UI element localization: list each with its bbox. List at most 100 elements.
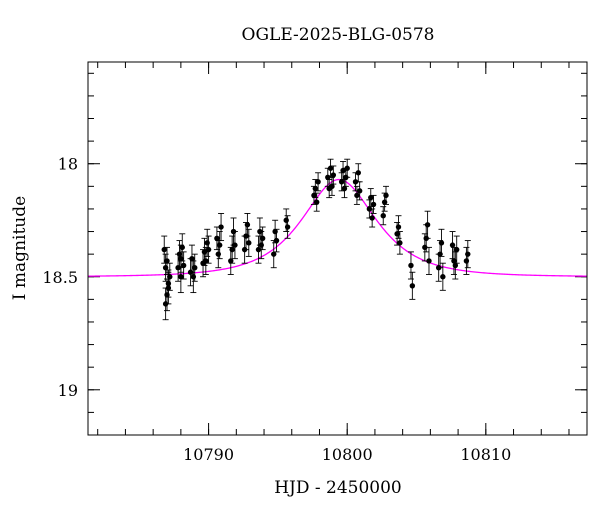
data-point <box>231 231 238 260</box>
point-marker <box>312 185 319 192</box>
point-marker <box>205 246 212 253</box>
point-marker <box>255 246 262 253</box>
data-point <box>218 213 225 242</box>
data-point <box>380 206 387 226</box>
point-marker <box>283 217 289 223</box>
data-point <box>407 251 414 280</box>
data-point <box>353 185 360 205</box>
data-point <box>330 165 337 185</box>
point-marker <box>409 283 416 289</box>
data-point <box>176 240 183 269</box>
model-line <box>87 178 588 277</box>
data-point <box>258 231 265 260</box>
data-point <box>205 235 212 264</box>
data-point <box>180 251 187 280</box>
point-marker <box>161 246 167 253</box>
point-marker <box>179 244 185 251</box>
point-marker <box>232 242 238 248</box>
point-marker <box>165 280 172 287</box>
point-marker <box>203 258 209 264</box>
point-marker <box>463 258 470 264</box>
data-point <box>188 244 195 273</box>
data-point <box>369 208 376 228</box>
data-point <box>179 233 186 262</box>
plot-frame <box>87 61 588 436</box>
model-curve <box>87 178 588 277</box>
point-marker <box>327 165 334 171</box>
data-point <box>452 251 459 280</box>
point-marker <box>424 222 431 228</box>
data-point <box>202 246 209 275</box>
data-point <box>216 231 223 260</box>
data-point <box>396 231 403 255</box>
point-marker <box>438 240 445 246</box>
point-marker <box>341 185 348 192</box>
data-point <box>439 262 446 291</box>
y-tick-label: 19 <box>58 381 78 400</box>
point-marker <box>246 240 252 246</box>
data-point <box>438 228 445 257</box>
point-marker <box>397 240 403 246</box>
data-point <box>213 226 220 251</box>
tick-labels: 10790 10800 10810 18 18.5 19 <box>42 155 511 464</box>
point-marker <box>408 262 414 269</box>
data-point <box>344 158 351 178</box>
data-point <box>229 235 236 264</box>
data-point <box>273 228 280 253</box>
data-point <box>449 231 456 260</box>
y-tick-label: 18 <box>58 155 78 174</box>
data-point <box>315 172 322 192</box>
data-point <box>395 215 402 239</box>
data-point <box>312 179 319 199</box>
point-marker <box>395 224 402 230</box>
point-marker <box>204 240 210 246</box>
data-point <box>370 194 377 214</box>
point-marker <box>314 199 320 205</box>
data-point <box>245 228 252 257</box>
point-marker <box>354 192 360 199</box>
point-marker <box>449 242 456 248</box>
point-marker <box>355 170 361 176</box>
data-point <box>270 240 277 269</box>
point-marker <box>465 251 471 257</box>
point-marker <box>192 265 198 271</box>
data-point <box>425 246 432 275</box>
point-marker <box>338 179 345 185</box>
point-marker <box>329 183 335 190</box>
data-point <box>191 253 198 282</box>
y-axis-label: I magnitude <box>10 196 30 300</box>
point-marker <box>218 224 224 230</box>
point-marker <box>440 274 446 280</box>
point-marker <box>284 224 291 230</box>
data-point <box>453 235 460 264</box>
point-marker <box>259 235 266 242</box>
data-point <box>424 210 431 239</box>
point-marker <box>368 194 374 201</box>
point-marker <box>340 167 346 174</box>
point-marker <box>315 179 321 185</box>
y-tick-label: 18.5 <box>42 268 78 287</box>
point-marker <box>178 274 184 280</box>
point-marker <box>190 274 197 280</box>
point-marker <box>244 222 251 228</box>
x-tick-label: 10790 <box>183 445 234 464</box>
point-marker <box>454 246 460 253</box>
point-marker <box>229 246 235 253</box>
chart-title: OGLE-2025-BLG-0578 <box>242 25 435 45</box>
x-tick-label: 10800 <box>322 445 373 464</box>
data-point <box>464 240 471 269</box>
data-point <box>161 235 168 264</box>
data-point <box>367 188 374 208</box>
data-point <box>166 262 173 291</box>
point-marker <box>369 215 375 221</box>
point-marker <box>214 235 220 242</box>
point-marker <box>344 165 350 171</box>
point-marker <box>370 201 377 208</box>
data-point <box>313 192 320 212</box>
point-marker <box>383 192 389 199</box>
point-marker <box>180 262 187 269</box>
data-points <box>161 158 471 321</box>
data-point <box>356 181 363 201</box>
point-marker <box>164 258 170 264</box>
point-marker <box>216 242 223 248</box>
